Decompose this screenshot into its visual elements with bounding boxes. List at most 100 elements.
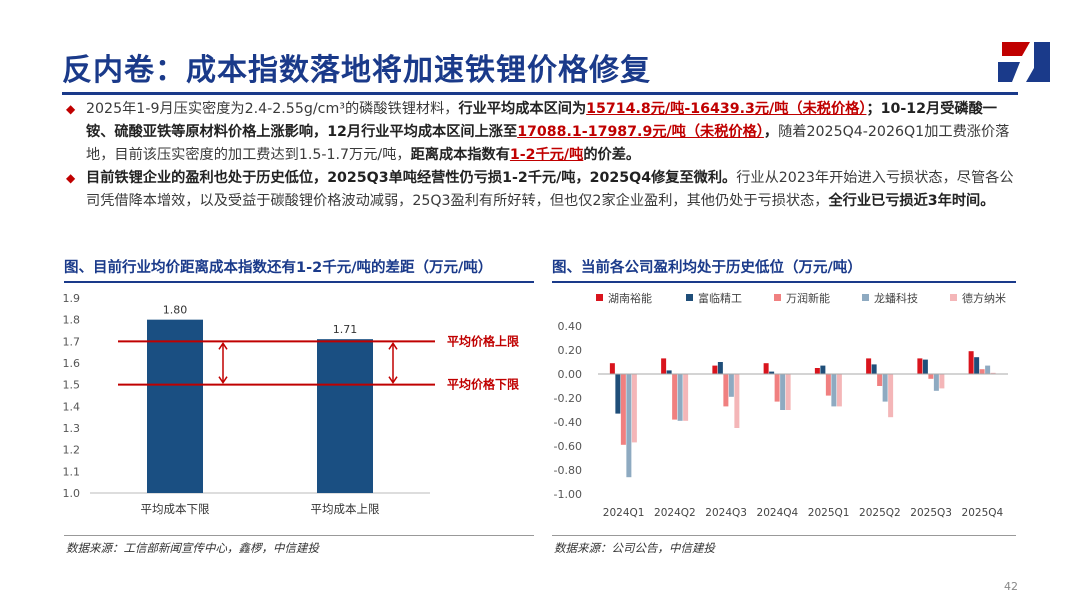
bar xyxy=(871,364,877,374)
legend-swatch xyxy=(686,294,693,301)
right-chart-title: 图、当前各公司盈利均处于历史低位（万元/吨） xyxy=(552,260,862,276)
data-label: 1.71 xyxy=(333,323,358,336)
left-chart-title: 图、目前行业均价距离成本指数还有1-2千元/吨的差距（万元/吨） xyxy=(64,260,493,276)
bar xyxy=(626,374,632,478)
arrow-head-icon xyxy=(218,341,228,350)
bullet-text-run: ， xyxy=(763,124,779,140)
x-tick-label: 2024Q3 xyxy=(705,507,747,519)
bullet-text: 2025年1-9月压实密度为2.4-2.55g/cm³的磷酸铁锂材料，行业平均成… xyxy=(86,101,1009,163)
bar xyxy=(922,359,928,374)
legend-swatch xyxy=(774,294,781,301)
legend-swatch xyxy=(862,294,869,301)
bar xyxy=(939,374,945,389)
bar xyxy=(917,358,923,374)
bullet-text-run: 行业平均成本区间为 xyxy=(458,101,587,117)
bar xyxy=(774,374,780,402)
legend-label: 万润新能 xyxy=(786,291,830,305)
bullet-list: ◆ 2025年1-9月压实密度为2.4-2.55g/cm³的磷酸铁锂材料，行业平… xyxy=(64,98,1014,213)
legend-swatch xyxy=(950,294,957,301)
bar xyxy=(666,370,672,374)
bullet-text-run: 的价差。 xyxy=(583,147,641,163)
right-chart-divider xyxy=(552,281,1016,283)
bullet-text-run: 1-2千元/吨 xyxy=(509,147,584,163)
left-source-divider xyxy=(64,535,534,536)
bar xyxy=(615,374,621,414)
x-tick-label: 平均成本上限 xyxy=(311,502,380,516)
company-logo-icon xyxy=(998,42,1050,82)
bar xyxy=(933,374,939,391)
arrow-head-icon xyxy=(388,341,398,350)
bar xyxy=(147,319,203,493)
bullet-text-run: 目前铁锂企业的盈利也处于历史低位，2025Q3单吨经营性仍亏损1-2千元/吨，2… xyxy=(86,170,737,186)
bar xyxy=(672,374,678,420)
y-tick-label: -0.80 xyxy=(554,464,582,477)
bullet-text-run: 15714.8元/吨-16439.3元/吨（未税价格） xyxy=(586,101,867,117)
y-tick-label: -0.40 xyxy=(554,416,582,429)
y-tick-label: 1.8 xyxy=(63,314,81,327)
x-tick-label: 2025Q4 xyxy=(962,507,1004,519)
y-tick-label: 0.00 xyxy=(558,368,583,381)
y-tick-label: 1.1 xyxy=(63,465,81,478)
bar xyxy=(882,374,888,402)
bar xyxy=(866,358,872,374)
bar xyxy=(780,374,786,410)
bullet-text: 目前铁锂企业的盈利也处于历史低位，2025Q3单吨经营性仍亏损1-2千元/吨，2… xyxy=(86,170,1014,209)
y-tick-label: -1.00 xyxy=(554,488,582,501)
y-tick-label: 1.2 xyxy=(63,444,81,457)
bar xyxy=(974,357,980,374)
bar xyxy=(620,374,626,445)
bar xyxy=(785,374,791,410)
bullet-text-run: 行业从2023年开始进入亏损状态，尽管各公司凭借降本增效，以及受益于碳酸锂价格波… xyxy=(86,170,1014,209)
bullet-text-run: 随着2025Q4-2026Q1加工费涨价落地，目前该压实密度的加工费达到1.5-… xyxy=(86,124,1010,163)
bar xyxy=(734,374,740,428)
y-tick-label: -0.20 xyxy=(554,392,582,405)
bullet-text-run: 2025年1-9月压实密度为2.4-2.55g/cm³的磷酸铁锂材料， xyxy=(86,101,459,117)
bar xyxy=(968,351,974,374)
bar xyxy=(928,374,934,379)
bar xyxy=(985,365,991,374)
page-title: 反内卷：成本指数落地将加速铁锂价格修复 xyxy=(62,53,651,88)
bar xyxy=(888,374,894,418)
bar xyxy=(769,371,775,374)
bar xyxy=(661,358,667,374)
legend-label: 富临精工 xyxy=(698,291,742,305)
y-tick-label: 1.9 xyxy=(63,292,81,305)
bar xyxy=(825,374,831,396)
y-tick-label: 1.3 xyxy=(63,422,81,435)
bar xyxy=(820,365,826,374)
y-tick-label: 1.4 xyxy=(63,400,81,413)
page-number: 42 xyxy=(1004,580,1018,593)
bullet-text-run: 距离成本指数有 xyxy=(410,147,510,163)
title-divider xyxy=(62,92,1018,95)
y-tick-label: 1.0 xyxy=(63,487,81,500)
data-label: 1.80 xyxy=(163,304,188,317)
y-tick-label: 0.20 xyxy=(558,344,583,357)
x-tick-label: 2024Q4 xyxy=(757,507,799,519)
bullet-text-run: 全行业已亏损近3年时间。 xyxy=(828,193,995,209)
bullet-item: ◆ 目前铁锂企业的盈利也处于历史低位，2025Q3单吨经营性仍亏损1-2千元/吨… xyxy=(64,167,1014,213)
y-tick-label: -0.60 xyxy=(554,440,582,453)
x-tick-label: 2024Q1 xyxy=(603,507,645,519)
x-tick-label: 2024Q2 xyxy=(654,507,696,519)
right-source-divider xyxy=(552,535,1016,536)
company-profit-chart: 湖南裕能 富临精工 万润新能 龙蟠科技 德方纳米 0.40 0.20 0.00 -0.20 -0.… xyxy=(554,291,1008,519)
bar xyxy=(877,374,883,386)
left-chart-source: 数据来源：工信部新闻宣传中心，鑫椤，中信建投 xyxy=(66,541,319,555)
bar xyxy=(979,369,985,374)
legend-label: 龙蟠科技 xyxy=(874,291,918,305)
x-tick-label: 平均成本下限 xyxy=(141,502,210,516)
bar xyxy=(763,363,769,374)
right-chart-source: 数据来源：公司公告，中信建投 xyxy=(554,541,715,555)
bullet-item: ◆ 2025年1-9月压实密度为2.4-2.55g/cm³的磷酸铁锂材料，行业平… xyxy=(64,98,1014,167)
bar xyxy=(317,339,373,493)
y-tick-label: 1.5 xyxy=(63,379,81,392)
bar xyxy=(723,374,729,407)
cost-index-chart: 1.9 1.8 1.7 1.6 1.5 1.4 1.3 1.2 1.1 1.0 1.80 平均成本下限… xyxy=(63,292,520,516)
diamond-icon: ◆ xyxy=(66,102,76,116)
diamond-icon: ◆ xyxy=(66,171,76,185)
legend-label: 德方纳米 xyxy=(962,291,1006,305)
reference-line-label: 平均价格上限 xyxy=(447,333,519,348)
arrow-head-icon xyxy=(218,376,228,385)
y-tick-label: 0.40 xyxy=(558,320,583,333)
bar xyxy=(712,365,718,374)
